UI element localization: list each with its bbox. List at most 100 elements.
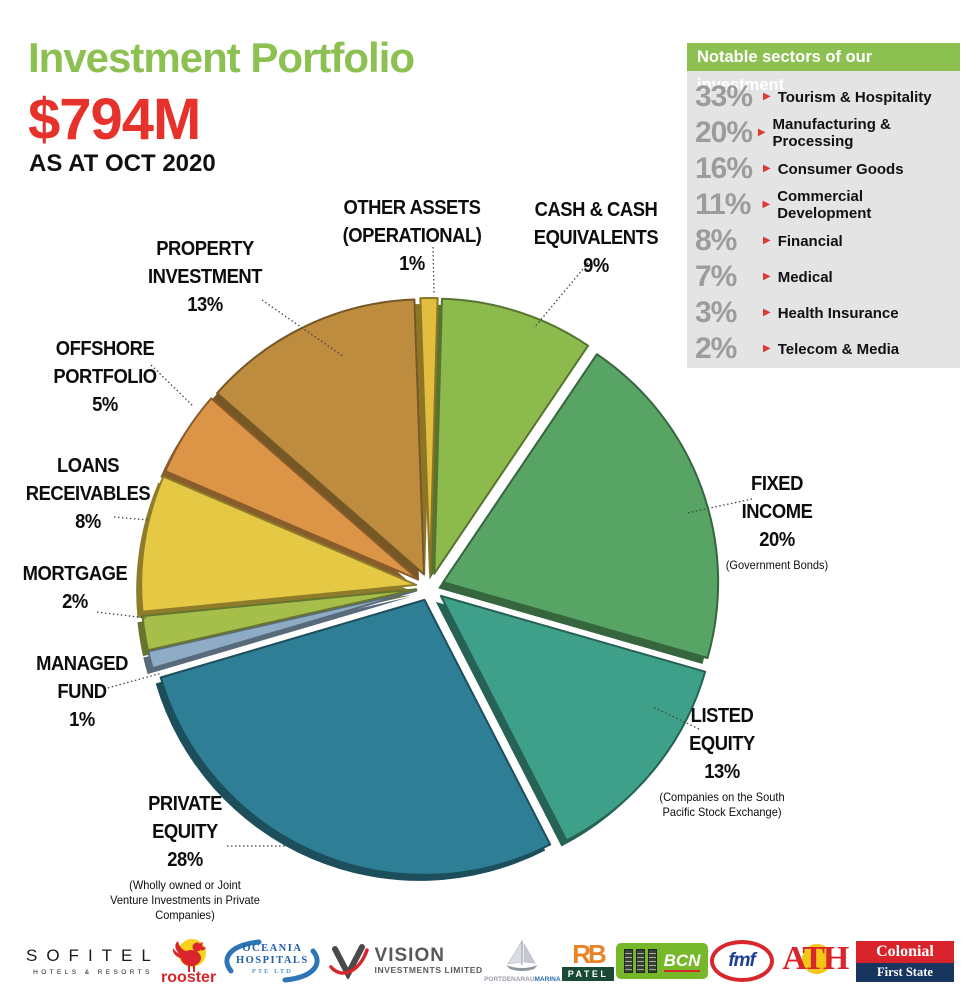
logo-port-denarau-marina: PORTDENARAUMARINA (484, 939, 561, 983)
total-amount: $794M (28, 87, 201, 152)
pie-label-percent: 9% (583, 255, 609, 277)
pie-label-text: EQUITY (689, 733, 755, 755)
building-icon (635, 949, 645, 973)
pie-label-text: LOANS (56, 455, 120, 477)
pie-label-caption: (Wholly owned or Joint Venture Investmen… (110, 878, 260, 922)
notable-sectors-panel: Notable sectors of our investment 33% ▶ To… (687, 43, 960, 368)
logo-sofitel: SOFITEL HOTELS & RESORTS (26, 946, 160, 976)
sector-percent: 2% (695, 332, 737, 365)
pie-label-caption: (Government Bonds) (725, 558, 829, 572)
pie-slice-offshore (164, 397, 420, 581)
sector-label: Financial (777, 232, 843, 250)
pie-label-private_equity: PRIVATE EQUITY 28% (Wholly owned or Joint V… (84, 790, 286, 923)
pie-label-text: RECEIVABLES (25, 483, 151, 505)
sector-row: 2% ▶ Telecom & Media (695, 331, 960, 367)
building-icon (623, 949, 633, 973)
patel-wordmark: PATEL (561, 966, 615, 981)
vision-v-icon (328, 944, 369, 979)
first-state-wordmark: First State (855, 962, 954, 982)
logo-oceania-hospitals: OCEANIA HOSPITALS PTE LTD (217, 937, 327, 985)
building-icon (647, 949, 657, 973)
pie-label-percent: 13% (704, 761, 740, 783)
sofitel-tagline: HOTELS & RESORTS (33, 969, 153, 976)
pie-label-offshore: OFFSHORE PORTFOLIO 5% (4, 335, 206, 419)
pie-label-mortgage: MORTGAGE 2% (0, 560, 176, 616)
sector-percent: 3% (695, 296, 737, 329)
pie-label-text: EQUITY (152, 821, 218, 843)
fmf-oval-icon: fmf (709, 940, 774, 982)
pie-label-percent: 28% (167, 849, 203, 871)
sailboat-icon (506, 939, 539, 971)
pie-slice-loans (140, 475, 418, 613)
pie-label-percent: 1% (399, 253, 425, 275)
pie-slice-property (216, 298, 425, 576)
ath-sun-icon (801, 944, 832, 974)
leader-line-fixed_income (686, 498, 753, 514)
sector-label: Telecom & Media (777, 340, 900, 358)
pie-label-text: PROPERTY (156, 238, 254, 260)
rooster-icon (172, 938, 206, 972)
logo-rb-patel: RB PATEL (561, 938, 615, 981)
sector-label: Manufacturing & Processing (772, 116, 891, 150)
pie-label-text: MANAGED (36, 653, 128, 675)
page-title: Investment Portfolio (28, 34, 415, 81)
arrow-right-icon: ▶ (757, 127, 766, 138)
pie-slice-cash (433, 297, 590, 575)
colonial-wordmark: Colonial (855, 940, 954, 963)
sector-label: Health Insurance (777, 304, 899, 322)
arrow-right-icon: ▶ (762, 199, 771, 210)
arrow-right-icon: ▶ (763, 235, 771, 246)
sector-percent: 11% (695, 188, 751, 221)
pie-label-percent: 13% (187, 294, 223, 316)
sector-percent: 33% (695, 80, 753, 113)
oceania-wordmark: OCEANIA HOSPITALS PTE LTD (235, 943, 309, 975)
pie-label-text: INCOME (741, 501, 813, 523)
sofitel-wordmark: SOFITEL (26, 946, 160, 965)
pie-label-cash: CASH & CASH EQUIVALENTS 9% (495, 196, 697, 280)
pie-label-text: EQUIVALENTS (533, 227, 659, 249)
pie-label-text: INVESTMENT (148, 266, 262, 288)
bcn-wordmark: BCN (663, 950, 701, 972)
pie-label-caption: (Companies on the South Pacific Stock Ex… (659, 790, 785, 819)
pie-label-text: PRIVATE (148, 793, 222, 815)
sector-label: Tourism & Hospitality (777, 88, 932, 106)
pie-slice-side-managed_fund (143, 596, 412, 675)
sector-percent: 20% (695, 116, 753, 149)
pie-label-text: FUND (57, 681, 107, 703)
sector-percent: 8% (695, 224, 737, 257)
pie-label-percent: 8% (75, 511, 101, 533)
port-denarau-wordmark: PORTDENARAUMARINA (483, 976, 561, 983)
pie-label-percent: 1% (69, 709, 95, 731)
leader-line-property (261, 299, 345, 358)
sector-percent: 16% (695, 152, 753, 185)
sector-label: Consumer Goods (777, 160, 904, 178)
pie-label-text: OTHER ASSETS (343, 197, 481, 219)
pie-slice-mortgage (141, 588, 418, 652)
arrow-right-icon: ▶ (763, 163, 771, 174)
sector-rows: 33% ▶ Tourism & Hospitality 20% ▶ Manufacturi… (687, 71, 960, 367)
rb-monogram: RB (572, 938, 607, 969)
arrow-right-icon: ▶ (763, 343, 771, 354)
ath-wordmark: ATH (782, 940, 849, 977)
pie-label-text: MORTGAGE (22, 563, 128, 585)
vision-wordmark: VISION INVESTMENTS LIMITED (374, 945, 483, 975)
pie-label-percent: 5% (92, 394, 118, 416)
logo-rooster: rooster (161, 936, 216, 987)
oceania-swoosh-icon (224, 939, 320, 983)
arrow-right-icon: ▶ (763, 307, 771, 318)
fmf-wordmark: fmf (728, 950, 756, 971)
arrow-right-icon: ▶ (763, 91, 771, 102)
logo-strip: SOFITEL HOTELS & RESORTS rooster (0, 922, 980, 1000)
pie-slice-other_assets (419, 297, 439, 575)
pie-label-managed_fund: MANAGED FUND 1% (0, 650, 183, 734)
pie-slice-listed_equity (439, 594, 707, 842)
notable-sectors-title: Notable sectors of our investment (687, 43, 960, 94)
pie-slice-private_equity (159, 598, 552, 876)
logo-ath: ATH (775, 938, 855, 984)
sector-label: Commercial Development (777, 188, 872, 222)
sector-percent: 7% (695, 260, 737, 293)
leader-line-loans (113, 516, 150, 521)
sector-row: 20% ▶ Manufacturing & Processing (695, 115, 960, 151)
